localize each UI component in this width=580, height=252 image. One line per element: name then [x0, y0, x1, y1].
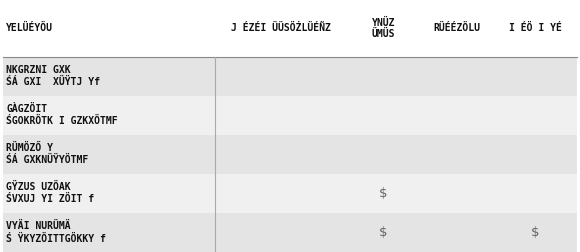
- Bar: [3, 57, 577, 96]
- Bar: [3, 96, 577, 135]
- Text: $: $: [531, 226, 540, 239]
- Bar: [3, 213, 577, 252]
- Text: I ÉÖ I YÉ: I ÉÖ I YÉ: [509, 23, 562, 33]
- Text: J ÉZÉI ÜÜSÖŻLÜÉÑZ: J ÉZÉI ÜÜSÖŻLÜÉÑZ: [231, 23, 331, 33]
- Bar: [3, 0, 577, 57]
- Text: GÀGZÖIT
ŚGOKRÖTK I GZKXÖTMF: GÀGZÖIT ŚGOKRÖTK I GZKXÖTMF: [6, 104, 118, 126]
- Text: YNÜZ
ÜMÜS: YNÜZ ÜMÜS: [372, 18, 395, 39]
- Bar: [3, 174, 577, 213]
- Bar: [3, 135, 577, 174]
- Text: RÜÉÉZÖLU: RÜÉÉZÖLU: [433, 23, 480, 33]
- Text: NKGRZNI GXK
ŚÁ GXI  XÜŸTJ Yf: NKGRZNI GXK ŚÁ GXI XÜŸTJ Yf: [6, 65, 100, 87]
- Text: YELÜÉYÖU: YELÜÉYÖU: [6, 23, 53, 33]
- Text: $: $: [379, 187, 387, 200]
- Text: GŸZUS UZÖAK
ŚVXUJ YI ZÖIT f: GŸZUS UZÖAK ŚVXUJ YI ZÖIT f: [6, 182, 95, 204]
- Text: RÜMÖZŐ Y
ŚÁ GXKNÜŸYÖTMF: RÜMÖZŐ Y ŚÁ GXKNÜŸYÖTMF: [6, 143, 89, 165]
- Text: VYÄI NURÜMÄ
Ś ŸKYZÖITTGÖKKY f: VYÄI NURÜMÄ Ś ŸKYZÖITTGÖKKY f: [6, 222, 106, 243]
- Text: $: $: [379, 226, 387, 239]
